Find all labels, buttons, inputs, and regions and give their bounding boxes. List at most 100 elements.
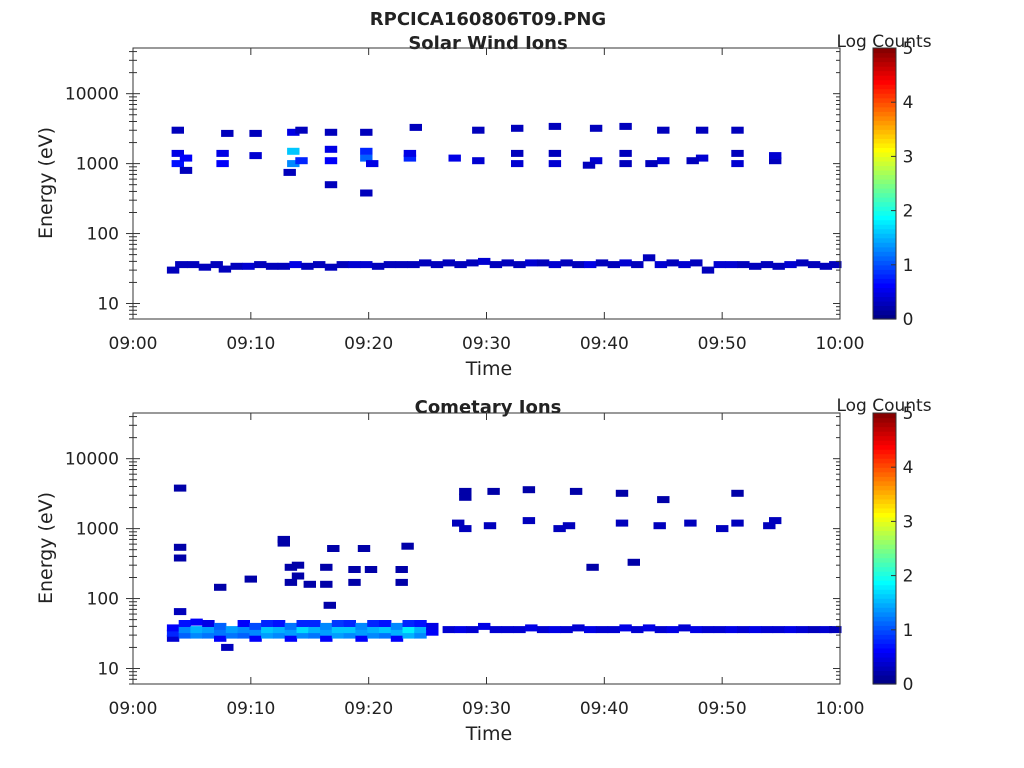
heatmap-cell <box>701 266 715 274</box>
heatmap-cell <box>511 124 524 132</box>
heatmap-cell <box>642 254 656 262</box>
heatmap-cell <box>807 626 821 634</box>
heatmap-cell <box>784 261 797 269</box>
colorbar-swatch <box>873 620 896 626</box>
heatmap-cell <box>631 626 644 634</box>
colorbar-swatch <box>873 679 896 685</box>
heatmap-cell <box>249 622 262 630</box>
heatmap-cell <box>627 558 640 566</box>
heatmap-cell <box>348 578 361 586</box>
heatmap-cell <box>713 261 726 269</box>
heatmap-cell <box>560 259 573 267</box>
colorbar-swatch <box>873 422 896 428</box>
colorbar-swatch <box>873 75 896 81</box>
colorbar-swatch <box>873 566 896 572</box>
heatmap-cell <box>713 626 726 634</box>
heatmap-cell <box>525 259 538 267</box>
heatmap-cell <box>272 626 286 634</box>
heatmap-cell <box>178 631 192 639</box>
heatmap-cell <box>324 157 338 165</box>
colorbar-swatch <box>873 269 896 275</box>
colorbar-swatch <box>873 233 896 239</box>
heatmap-cell <box>237 620 250 627</box>
heatmap-cell <box>615 519 629 527</box>
heatmap-cell <box>225 626 239 634</box>
heatmap-cell <box>419 259 432 267</box>
heatmap-cell <box>331 626 345 634</box>
heatmap-cell <box>466 259 479 267</box>
heatmap-cell <box>459 487 472 495</box>
colorbar-swatch <box>873 521 896 527</box>
heatmap-cell <box>308 620 321 627</box>
heatmap-cell <box>536 259 550 267</box>
heatmap-cell <box>731 519 744 527</box>
heatmap-cell <box>179 166 193 174</box>
colorbar-swatch <box>873 260 896 266</box>
heatmap-cell <box>695 154 709 162</box>
colorbar-swatch <box>873 575 896 581</box>
heatmap-cell <box>769 517 782 525</box>
colorbar-swatch <box>873 611 896 617</box>
heatmap-cell <box>216 160 229 168</box>
heatmap-cell <box>190 631 203 639</box>
heatmap-cell <box>654 626 668 634</box>
heatmap-cell <box>284 634 298 642</box>
colorbar-swatch <box>873 242 896 248</box>
heatmap-cell <box>214 628 227 636</box>
x-tick-label: 09:00 <box>109 334 158 354</box>
heatmap-cell <box>653 522 666 530</box>
colorbar-swatch <box>873 219 896 225</box>
heatmap-cell <box>249 152 262 160</box>
heatmap-cell <box>249 628 262 636</box>
heatmap-cell <box>472 126 485 134</box>
colorbar-swatch <box>873 282 896 288</box>
heatmap-cell <box>379 631 392 639</box>
heatmap-cell <box>284 578 298 586</box>
colorbar-swatch <box>873 656 896 663</box>
heatmap-cell <box>731 149 744 157</box>
heatmap-cells <box>166 122 842 274</box>
heatmap-cell <box>619 624 632 632</box>
heatmap-cell <box>249 634 262 642</box>
colorbar-swatch <box>873 120 896 126</box>
x-tick-label: 09:50 <box>698 699 747 719</box>
colorbar-swatch <box>873 278 896 284</box>
heatmap-cell <box>367 631 380 639</box>
heatmap-cell <box>584 626 597 634</box>
heatmap-cell <box>607 626 620 634</box>
colorbar-swatch <box>873 156 896 162</box>
heatmap-cell <box>320 622 333 630</box>
heatmap-cell <box>360 261 373 269</box>
heatmap-cell <box>772 262 785 270</box>
heatmap-cell <box>560 626 573 634</box>
colorbar-tick-label: 0 <box>903 675 914 695</box>
heatmap-cell <box>769 152 782 160</box>
heatmap-cell <box>414 626 427 634</box>
colorbar: 0 1 2 3 4 5 <box>872 39 913 330</box>
heatmap-cell <box>390 628 404 636</box>
heatmap-cell <box>749 626 762 634</box>
heatmap-cell <box>171 160 184 168</box>
heatmap-cell <box>737 261 750 269</box>
x-axis-label: Time <box>465 358 513 380</box>
heatmap-cell <box>454 261 467 269</box>
heatmap-cell <box>548 626 562 634</box>
heatmap-cell <box>291 561 305 569</box>
colorbar-swatch <box>873 503 896 509</box>
heatmap-cell <box>265 262 279 270</box>
colorbar-swatch <box>873 426 896 432</box>
heatmap-cell <box>303 580 316 588</box>
heatmap-cell <box>287 160 300 168</box>
heatmap-cell <box>760 261 774 269</box>
heatmap-cell <box>308 626 321 634</box>
heatmap-cell <box>829 626 842 634</box>
heatmap-cell <box>487 487 500 495</box>
colorbar-swatch <box>873 48 896 54</box>
heatmap-cell <box>173 554 187 562</box>
heatmap-cell <box>173 543 187 551</box>
heatmap-cell <box>360 128 373 136</box>
heatmap-cell <box>313 261 326 269</box>
heatmap-cell <box>772 626 785 634</box>
